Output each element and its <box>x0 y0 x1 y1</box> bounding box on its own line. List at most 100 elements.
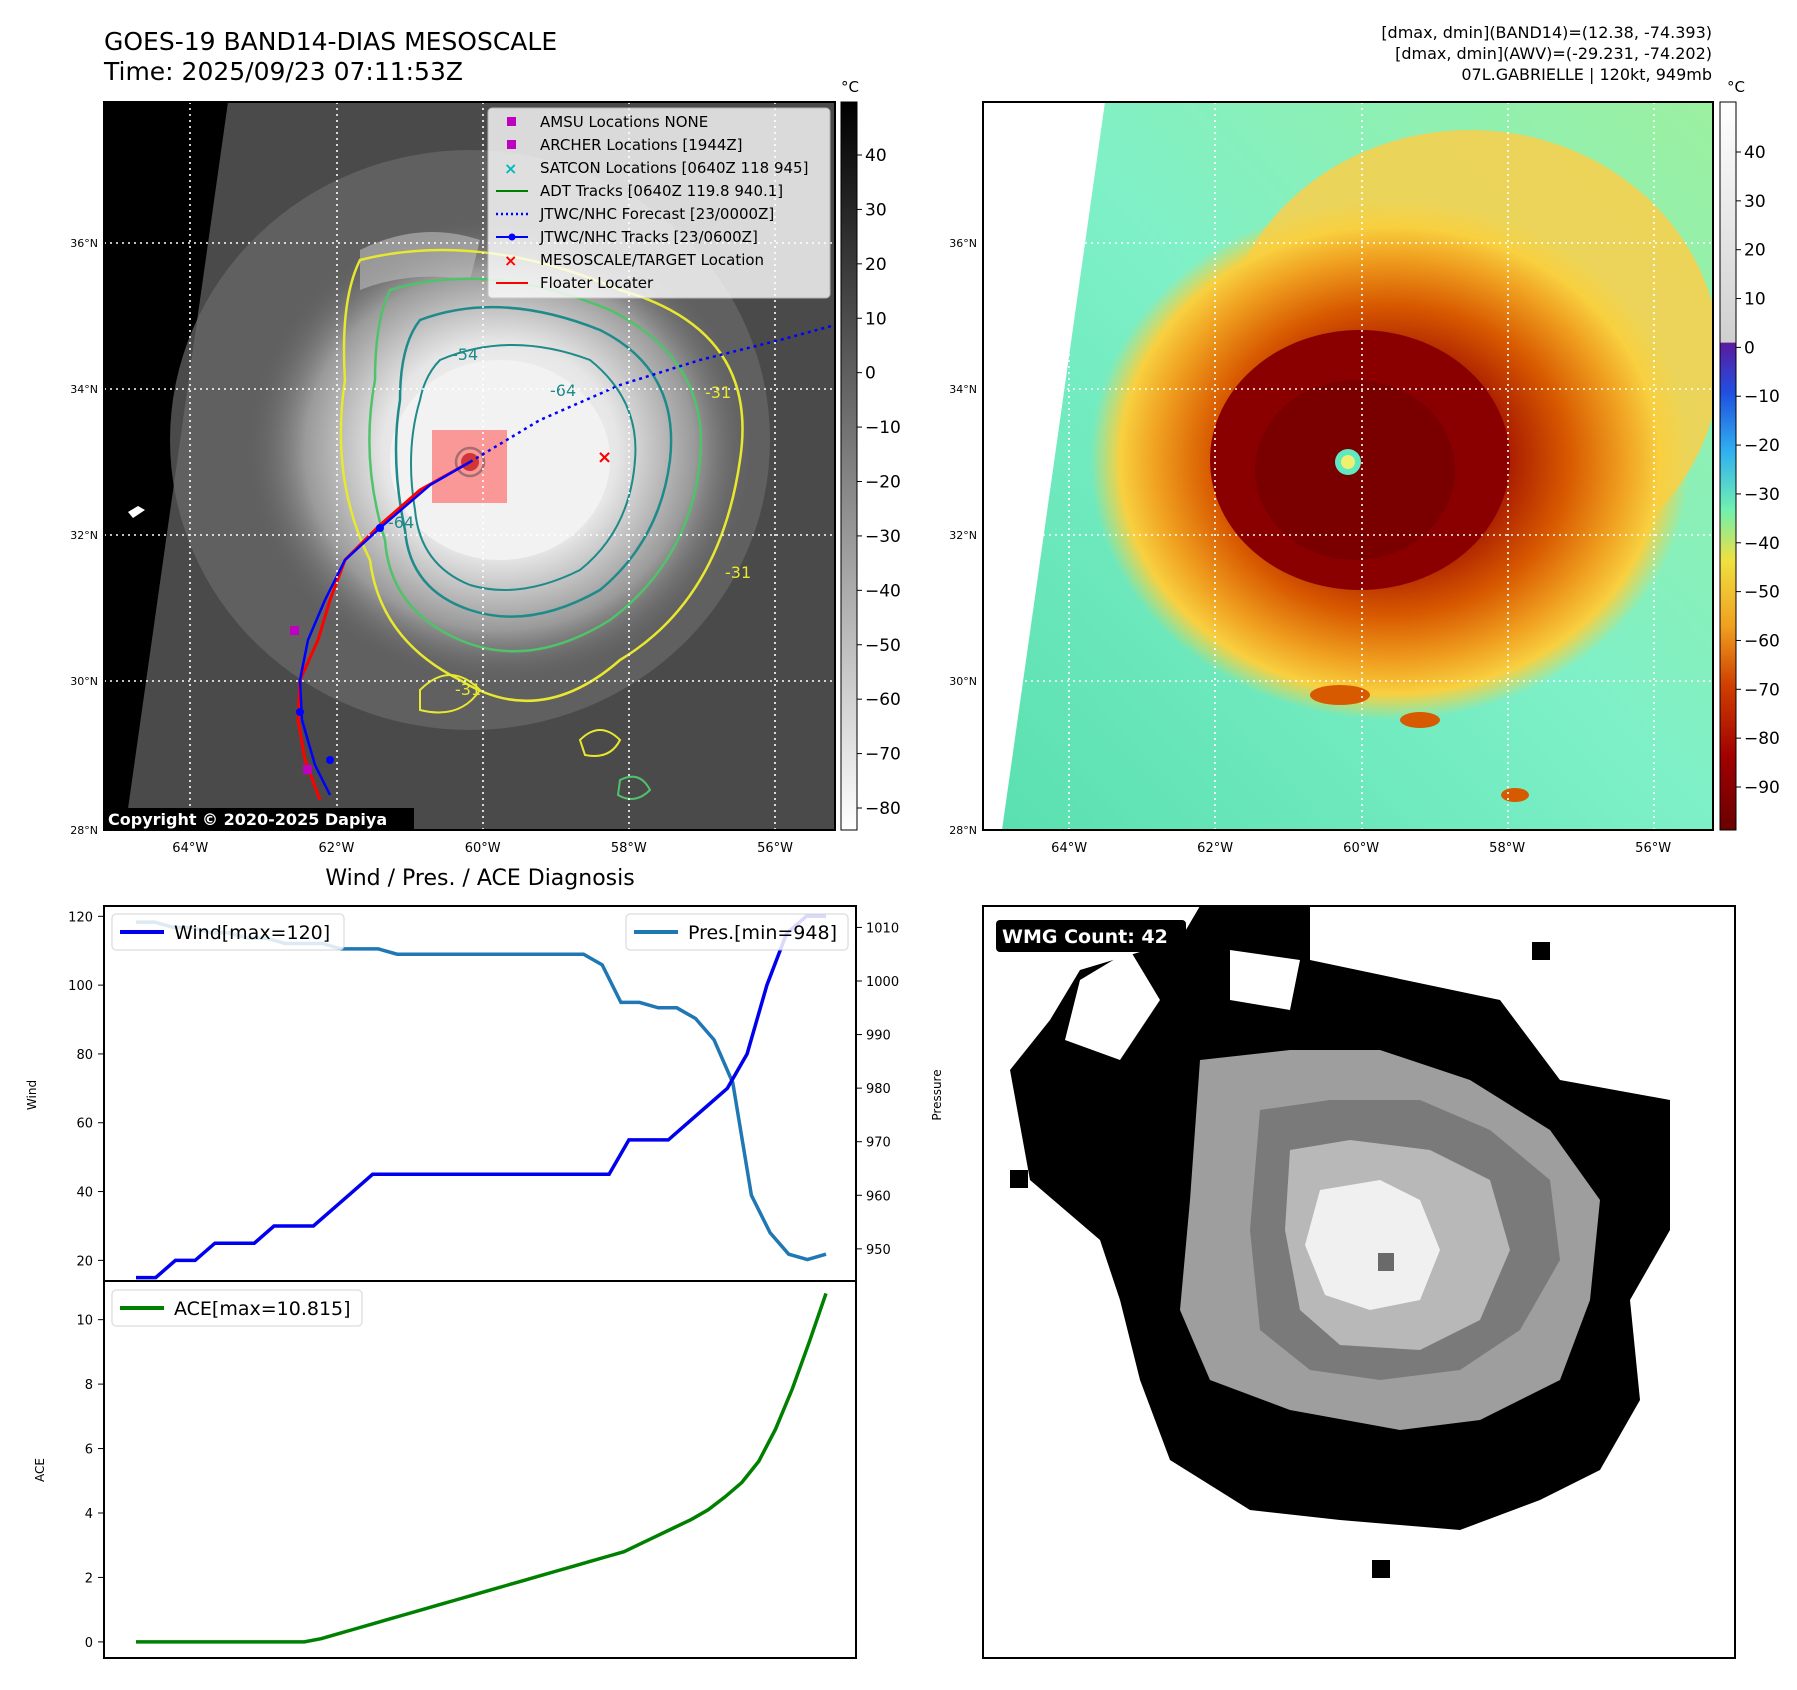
contour-label: -31 <box>705 383 731 402</box>
colorbar-tick-label: −70 <box>1744 680 1780 700</box>
lat-label: 36°N <box>70 237 98 250</box>
legend-dot <box>508 233 516 241</box>
lat-label: 34°N <box>949 383 977 396</box>
ace-axis-label: ACE <box>33 1458 47 1482</box>
colorbar-tick-label: −90 <box>1744 778 1780 798</box>
ace-tick-label: 8 <box>85 1378 93 1393</box>
lat-label: 32°N <box>70 529 98 542</box>
archer-marker <box>290 626 299 635</box>
contour-label: -54 <box>452 345 478 364</box>
pres-tick-label: 1000 <box>866 975 899 990</box>
colorbar-tick-label: −30 <box>1744 485 1780 505</box>
wind-tick-label: 60 <box>76 1117 93 1132</box>
copyright-label: Copyright © 2020-2025 Dapiya <box>108 810 387 829</box>
color-colorbar <box>1719 101 1737 831</box>
ace-legend-label: ACE[max=10.815] <box>174 1298 351 1320</box>
colorbar-tick-label: −60 <box>1744 631 1780 651</box>
pres-legend: Pres.[min=948] <box>625 913 849 951</box>
jtwc-forecast <box>469 323 835 464</box>
lat-label: 30°N <box>949 675 977 688</box>
ace-tick-label: 10 <box>76 1314 93 1329</box>
pressure-axis-label: Pressure <box>930 1069 944 1120</box>
legend-label: ADT Tracks [0640Z 119.8 940.1] <box>540 182 783 200</box>
lon-label: 58°W <box>1489 841 1525 856</box>
mesoscale-target-icon: × <box>597 447 612 468</box>
lon-label: 58°W <box>611 841 647 856</box>
contour-label: -64 <box>550 381 576 400</box>
wmg-count-label: WMG Count: 42 <box>1002 926 1168 948</box>
colorbar-tick-label: −20 <box>1744 436 1780 456</box>
pres-tick-label: 1010 <box>866 921 899 936</box>
colorbar-tick-label: 10 <box>865 309 887 329</box>
diagnosis-title: Wind / Pres. / ACE Diagnosis <box>325 866 634 891</box>
contour-label: -31 <box>725 563 751 582</box>
pres-tick-label: 960 <box>866 1189 891 1204</box>
colorbar-tick-label: −80 <box>865 799 901 819</box>
title-line1: GOES-19 BAND14-DIAS MESOSCALE <box>104 27 557 56</box>
colorbar-tick-label: 20 <box>865 255 887 275</box>
lat-label: 28°N <box>70 824 98 837</box>
legend-label: JTWC/NHC Forecast [23/0000Z] <box>539 205 774 223</box>
wind-tick-label: 120 <box>68 910 93 925</box>
colorbar-tick-label: 40 <box>1744 143 1766 163</box>
colorbar-tick-label: −40 <box>1744 534 1780 554</box>
colorbar-tick-label: −70 <box>865 745 901 765</box>
wind-tick-label: 80 <box>76 1048 93 1063</box>
cyan-x-icon: × <box>504 159 517 178</box>
colorbar-tick-label: −80 <box>1744 729 1780 749</box>
title-line2: Time: 2025/09/23 07:11:53Z <box>103 57 463 86</box>
magenta-square-icon <box>507 140 516 149</box>
wind-legend: Wind[max=120] <box>111 913 345 951</box>
colorbar-tick-label: −10 <box>865 418 901 438</box>
colorbar-tick-label: 0 <box>865 364 876 384</box>
colorbar-tick-label: −40 <box>865 581 901 601</box>
colorbar-tick-label: −30 <box>865 527 901 547</box>
ir-color-map <box>983 102 1713 830</box>
contour-label: -31 <box>455 680 481 699</box>
gray-colorbar <box>840 101 858 831</box>
red-x-icon: × <box>504 251 517 270</box>
pres-tick-label: 970 <box>866 1136 891 1151</box>
ace-tick-label: 6 <box>85 1443 93 1458</box>
lon-label: 60°W <box>465 841 501 856</box>
floater-box <box>432 430 507 503</box>
legend-label: Floater Locater <box>540 274 654 292</box>
floater-track <box>296 460 471 801</box>
info-line2: [dmax, dmin](AWV)=(-29.231, -74.202) <box>1395 44 1712 63</box>
lon-label: 64°W <box>1051 841 1087 856</box>
colorbar-tick-label: −50 <box>1744 583 1780 603</box>
legend-label: JTWC/NHC Tracks [23/0600Z] <box>539 228 758 246</box>
wind-series-line <box>136 914 826 1280</box>
pres-tick-label: 950 <box>866 1243 891 1258</box>
info-line3: 07L.GABRIELLE | 120kt, 949mb <box>1461 65 1712 84</box>
wind-tick-label: 100 <box>68 979 93 994</box>
wmg-image <box>1010 906 1670 1578</box>
ace-legend: ACE[max=10.815] <box>111 1289 363 1327</box>
lon-label: 56°W <box>1635 841 1671 856</box>
colorbar-tick-label: −10 <box>1744 387 1780 407</box>
colorbar-tick-label: −60 <box>865 690 901 710</box>
ace-tick-label: 2 <box>85 1571 93 1586</box>
ace-panel <box>103 1280 857 1659</box>
colorbar-tick-label: 20 <box>1744 241 1766 261</box>
wind-tick-label: 20 <box>76 1254 93 1269</box>
colorbar-tick-label: 0 <box>1744 338 1755 358</box>
map-legend: AMSU Locations NONE ARCHER Locations [194… <box>487 107 831 299</box>
lon-label: 60°W <box>1343 841 1379 856</box>
pres-tick-label: 990 <box>866 1029 891 1044</box>
lon-label: 62°W <box>1197 841 1233 856</box>
lat-label: 30°N <box>70 675 98 688</box>
colorbar-tick-label: 10 <box>1744 290 1766 310</box>
legend-label: ARCHER Locations [1944Z] <box>540 136 743 154</box>
legend-label: AMSU Locations NONE <box>540 113 708 131</box>
colorbar-tick-label: −50 <box>865 636 901 656</box>
color-colorbar-unit: °C <box>1727 78 1745 96</box>
jtwc-track <box>298 460 471 796</box>
lat-label: 36°N <box>949 237 977 250</box>
lon-label: 56°W <box>757 841 793 856</box>
contour-label: -64 <box>388 513 414 532</box>
wind-axis-label: Wind <box>25 1080 39 1110</box>
archer-marker <box>303 765 312 774</box>
legend-label: SATCON Locations [0640Z 118 945] <box>540 159 808 177</box>
